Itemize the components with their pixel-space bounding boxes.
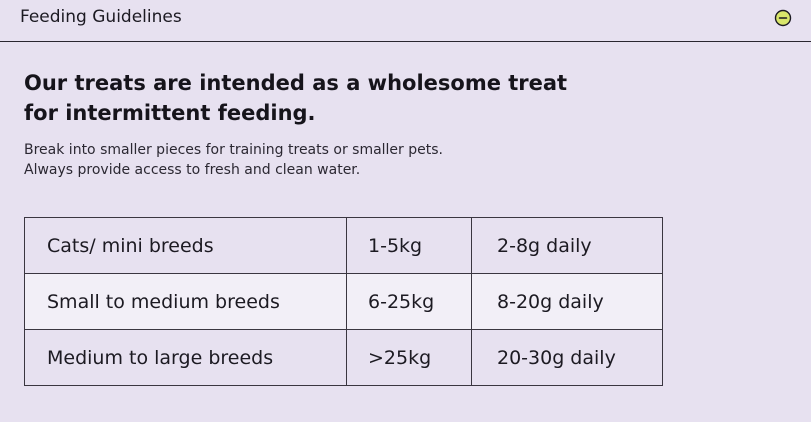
headline-line-2: for intermittent feeding. [24,101,316,125]
minus-circle-icon[interactable] [774,9,792,27]
headline-line-1: Our treats are intended as a wholesome t… [24,71,568,95]
breed-cell: Cats/ mini breeds [24,217,347,274]
table-row: Cats/ mini breeds 1-5kg 2-8g daily [24,217,663,274]
headline: Our treats are intended as a wholesome t… [24,68,664,128]
weight-cell: >25kg [346,329,472,386]
breed-cell: Medium to large breeds [24,329,347,386]
table-row: Medium to large breeds >25kg 20-30g dail… [24,329,663,386]
amount-cell: 2-8g daily [471,217,663,274]
description-line-1: Break into smaller pieces for training t… [24,142,443,158]
breed-cell: Small to medium breeds [24,273,347,330]
accordion-header[interactable]: Feeding Guidelines [0,0,811,42]
weight-cell: 6-25kg [346,273,472,330]
amount-cell: 8-20g daily [471,273,663,330]
amount-cell: 20-30g daily [471,329,663,386]
accordion-title: Feeding Guidelines [20,7,182,27]
feeding-table: Cats/ mini breeds 1-5kg 2-8g daily Small… [24,217,663,386]
feeding-description: Break into smaller pieces for training t… [24,140,443,180]
weight-cell: 1-5kg [346,217,472,274]
table-row: Small to medium breeds 6-25kg 8-20g dail… [24,273,663,330]
description-line-2: Always provide access to fresh and clean… [24,162,361,178]
